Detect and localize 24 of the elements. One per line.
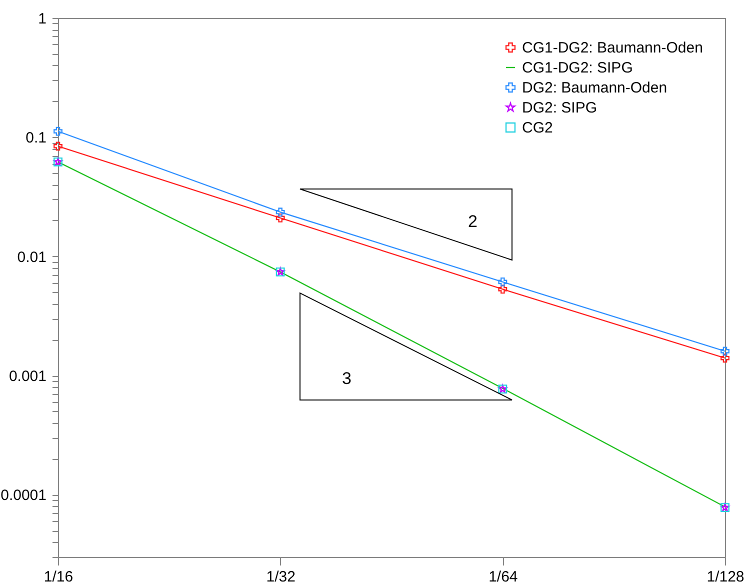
point	[720, 354, 730, 363]
y-tick-label: 0.0001	[0, 487, 46, 504]
legend-label: CG2	[522, 120, 553, 136]
y-tick-label: 0.001	[8, 368, 46, 386]
legend-label: CG1-DG2: SIPG	[522, 60, 633, 76]
legend-label: DG2: SIPG	[522, 100, 598, 116]
point	[498, 284, 508, 294]
y-tick-label: 0.01	[17, 248, 46, 266]
point	[498, 277, 508, 286]
legend-label: DG2: Baumann-Oden	[522, 80, 668, 96]
point	[276, 208, 285, 217]
point	[276, 213, 285, 222]
x-tick-label: 1/32	[266, 568, 296, 583]
x-tick-label: 1/64	[488, 568, 518, 583]
y-tick-label: 0.1	[26, 130, 46, 147]
x-tick-label: 1/128	[706, 568, 744, 583]
x-tick-label: 1/16	[44, 568, 74, 583]
legend-label: CG1-DG2: Baumann-Oden	[522, 40, 703, 56]
annotation: 3	[342, 369, 352, 388]
y-tick-label: 1	[38, 10, 46, 28]
point	[54, 142, 62, 151]
point	[54, 126, 62, 136]
annotation: 2	[468, 212, 478, 231]
point	[720, 346, 730, 356]
